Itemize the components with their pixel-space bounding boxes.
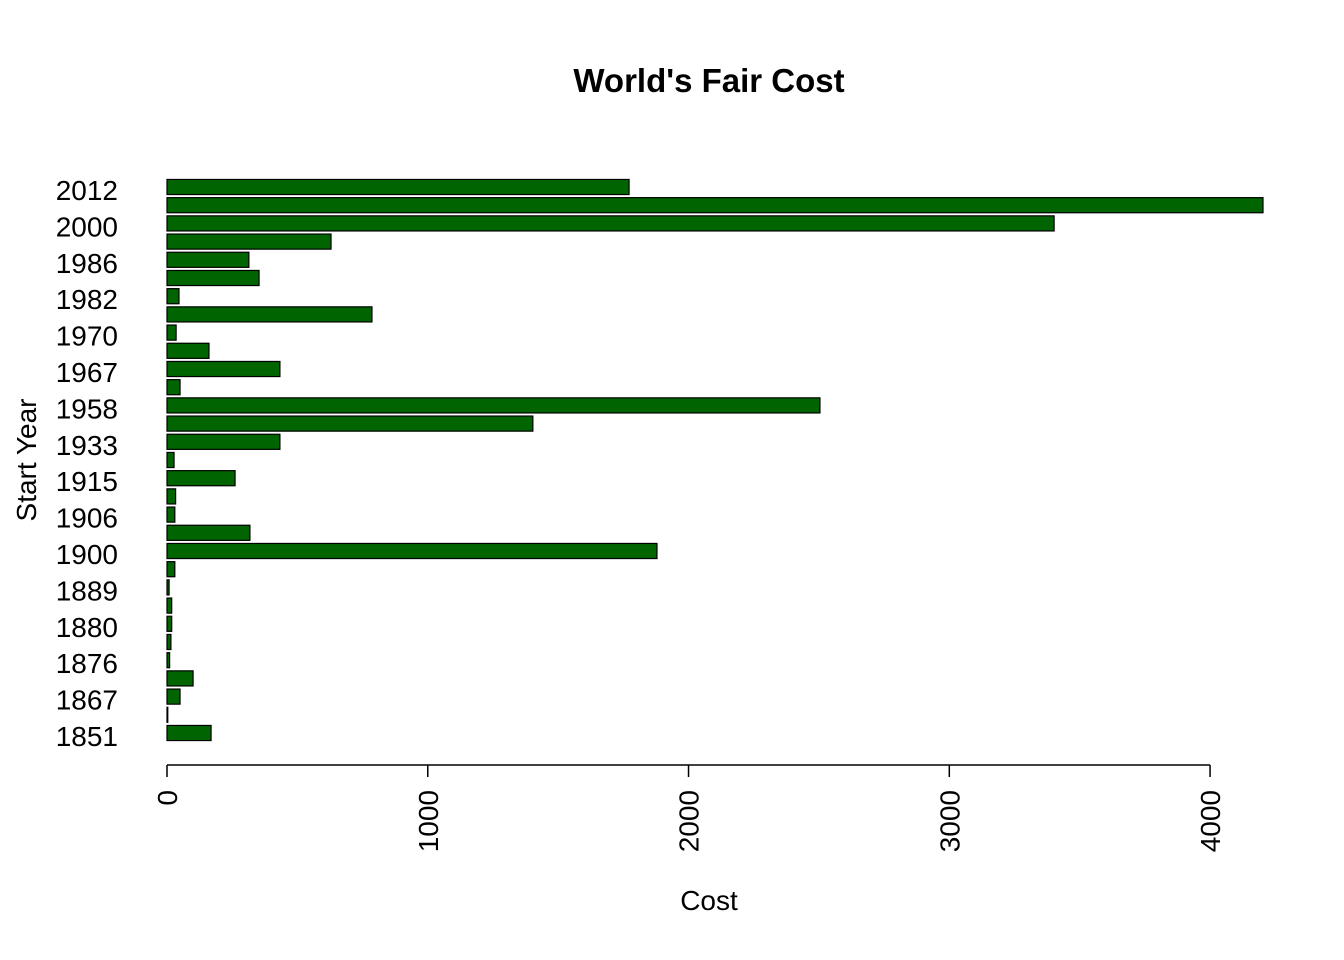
bar <box>166 579 170 596</box>
y-tick-label: 1889 <box>56 575 118 606</box>
x-tick-label: 0 <box>152 790 183 806</box>
bar <box>166 451 175 469</box>
y-tick-label: 1986 <box>56 248 118 279</box>
bar <box>166 615 173 632</box>
bar <box>166 251 250 268</box>
bar <box>166 506 176 523</box>
bar <box>166 306 373 323</box>
y-tick-label: 1867 <box>56 685 118 716</box>
bar <box>166 379 181 396</box>
bar <box>166 597 173 614</box>
y-axis-label: Start Year <box>11 399 42 522</box>
chart-title: World's Fair Cost <box>573 62 844 99</box>
y-tick-label: 1851 <box>56 721 118 752</box>
bar <box>166 633 172 651</box>
y-tick-label: 1967 <box>56 357 118 388</box>
y-tick-label: 1906 <box>56 503 118 534</box>
y-tick-label: 1970 <box>56 321 118 352</box>
bar <box>166 215 1055 232</box>
bar <box>166 324 177 341</box>
y-tick-label: 1982 <box>56 284 118 315</box>
bar <box>166 233 332 250</box>
y-tick-label: 1900 <box>56 539 118 570</box>
y-tick-label: 2000 <box>56 211 118 242</box>
bar <box>166 178 630 196</box>
bar <box>166 524 251 541</box>
y-tick-label: 1933 <box>56 430 118 461</box>
bar <box>166 433 281 450</box>
x-tick-label: 2000 <box>674 790 705 852</box>
bar <box>166 670 194 687</box>
x-axis-label: Cost <box>680 885 738 916</box>
y-tick-label: 1915 <box>56 466 118 497</box>
y-tick-label: 1876 <box>56 648 118 679</box>
bar <box>166 470 236 487</box>
bar <box>166 360 281 378</box>
bar <box>166 488 177 505</box>
y-tick-label: 2012 <box>56 175 118 206</box>
bar <box>166 342 210 359</box>
x-tick-label: 1000 <box>413 790 444 852</box>
bar <box>166 269 260 287</box>
bar <box>166 688 181 705</box>
bar <box>166 706 169 723</box>
x-tick-label: 3000 <box>934 790 965 852</box>
bar <box>166 197 1264 214</box>
bar <box>166 561 176 578</box>
bar <box>166 542 658 560</box>
bar <box>166 415 534 432</box>
bar <box>166 397 821 414</box>
y-tick-label: 1958 <box>56 393 118 424</box>
x-tick-label: 4000 <box>1195 790 1226 852</box>
bar <box>166 288 180 305</box>
bar <box>166 652 171 669</box>
bar <box>166 724 212 742</box>
y-tick-label: 1880 <box>56 612 118 643</box>
